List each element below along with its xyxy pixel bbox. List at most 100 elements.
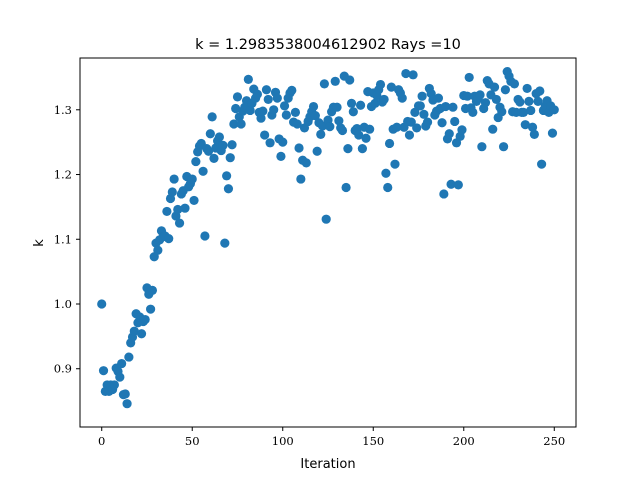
data-point (258, 106, 268, 116)
x-tick-label: 0 (98, 434, 105, 448)
x-tick-label: 100 (272, 434, 294, 448)
data-point (173, 204, 183, 215)
data-point (292, 119, 302, 129)
data-point (446, 179, 456, 189)
data-point (97, 299, 107, 309)
data-point (321, 214, 331, 224)
data-point (453, 180, 463, 190)
data-point (260, 130, 270, 140)
data-point (533, 96, 543, 106)
data-point (276, 151, 286, 161)
data-point (301, 158, 311, 168)
data-point (256, 113, 266, 123)
data-point (252, 89, 262, 99)
data-point (522, 83, 532, 94)
data-point (229, 119, 239, 129)
data-point (243, 74, 253, 84)
data-point (167, 187, 177, 197)
data-point (334, 116, 344, 126)
data-point (354, 130, 364, 140)
y-tick-label: 1.2 (54, 168, 72, 182)
x-tick-label: 250 (543, 434, 565, 448)
data-point (115, 372, 125, 382)
data-point (296, 174, 306, 184)
y-tick-label: 1.1 (54, 232, 72, 246)
data-point (227, 140, 237, 150)
data-point (529, 129, 539, 139)
data-point (325, 122, 335, 132)
data-point (220, 238, 230, 248)
data-point (169, 174, 179, 184)
data-point (408, 70, 418, 80)
x-tick-label: 150 (362, 434, 384, 448)
data-point (153, 245, 163, 255)
y-axis-label: k (32, 239, 47, 247)
data-point (537, 159, 547, 169)
data-point (129, 326, 139, 336)
data-point (191, 156, 201, 167)
data-point (515, 97, 525, 107)
data-point (343, 144, 353, 154)
data-point (122, 399, 132, 409)
data-point (345, 75, 355, 85)
data-point (180, 203, 190, 213)
data-point (319, 79, 329, 89)
x-tick-label: 200 (453, 434, 475, 448)
data-point (261, 85, 272, 95)
data-point (361, 133, 371, 143)
data-point (147, 285, 158, 296)
data-point (136, 329, 147, 339)
data-point (231, 103, 241, 114)
data-point (109, 380, 119, 390)
data-point (162, 206, 172, 217)
data-point (209, 153, 219, 163)
data-point (475, 90, 485, 100)
data-point (468, 107, 478, 117)
plot-frame (79, 57, 577, 428)
data-point (500, 85, 510, 95)
data-point (406, 117, 416, 127)
data-point (317, 121, 328, 131)
data-point (444, 129, 454, 139)
data-point (187, 174, 197, 184)
data-point (480, 98, 491, 108)
data-point (189, 195, 199, 206)
data-point (222, 171, 232, 181)
data-point (120, 389, 130, 399)
data-point (497, 107, 507, 117)
data-point (124, 352, 134, 362)
y-tick-label: 1.0 (54, 297, 72, 311)
data-point (433, 93, 444, 103)
data-point (441, 101, 451, 112)
data-point (384, 138, 395, 149)
x-tick-label: 50 (185, 434, 200, 448)
data-point (415, 101, 425, 111)
data-point (214, 132, 224, 142)
data-point (98, 366, 109, 376)
data-point (225, 153, 235, 163)
data-point (390, 159, 400, 169)
data-point (312, 146, 322, 156)
data-point (365, 124, 375, 134)
data-point (290, 107, 301, 117)
data-point (477, 142, 487, 152)
data-point (547, 128, 558, 138)
data-point (422, 117, 433, 127)
data-point (392, 122, 402, 132)
data-point (386, 82, 396, 92)
data-point (341, 182, 351, 193)
data-point (401, 68, 411, 79)
points-layer (97, 66, 559, 409)
data-point (524, 96, 534, 106)
data-point (370, 98, 380, 108)
data-point (294, 143, 304, 153)
data-point (330, 76, 340, 86)
data-point (355, 100, 366, 110)
data-point (509, 79, 520, 89)
data-point (337, 125, 348, 136)
data-point (200, 231, 210, 241)
data-point (310, 111, 320, 121)
data-point (146, 304, 156, 314)
